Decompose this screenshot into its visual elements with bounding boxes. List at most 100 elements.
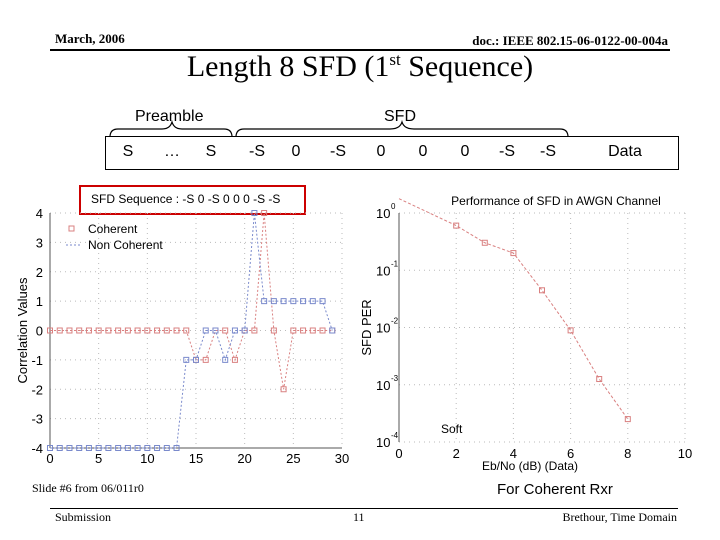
sequence-symbol: S <box>122 143 134 160</box>
chart1-title: SFD Sequence : -S 0 -S 0 0 0 -S -S <box>91 192 281 206</box>
header-rule <box>50 49 670 51</box>
data-point <box>280 386 287 393</box>
y-tick-exponent: -3 <box>391 374 399 383</box>
x-tick-label: 25 <box>286 451 300 466</box>
data-point <box>85 445 92 451</box>
data-point <box>154 327 161 334</box>
y-tick-exponent: -1 <box>391 259 399 268</box>
data-point <box>280 298 287 305</box>
data-point <box>510 250 517 257</box>
data-point <box>144 445 151 451</box>
sequence-symbol: 0 <box>376 143 386 160</box>
y-axis-label: SFD PER <box>359 299 374 355</box>
sequence-symbol: -S <box>249 143 265 160</box>
data-point <box>76 445 83 451</box>
x-tick-label: 0 <box>46 451 53 466</box>
data-point <box>115 327 122 334</box>
y-tick-base: 10 <box>376 206 390 221</box>
y-tick-exponent: -4 <box>391 431 399 440</box>
data-point <box>163 327 170 334</box>
preamble-brace <box>109 119 233 138</box>
data-point <box>202 356 209 363</box>
data-point <box>596 376 603 383</box>
footer-submission: Submission <box>55 510 112 524</box>
x-tick-label: 8 <box>624 446 631 461</box>
sfd-brace <box>235 119 569 138</box>
sequence-symbol: 0 <box>418 143 428 160</box>
y-tick-label: 3 <box>36 235 43 250</box>
data-point <box>154 445 161 451</box>
data-point <box>56 445 63 451</box>
data-point <box>329 327 336 334</box>
series-line <box>398 198 629 420</box>
data-point <box>309 327 316 334</box>
chart2-title: Performance of SFD in AWGN Channel <box>451 194 661 208</box>
data-point <box>222 356 229 363</box>
y-tick-label: 1 <box>36 294 43 309</box>
data-point <box>251 210 258 216</box>
header-doc-id: doc.: IEEE 802.15-06-0122-00-004a <box>472 33 668 48</box>
x-tick-label: 6 <box>567 446 574 461</box>
data-point <box>66 327 73 334</box>
data-point <box>163 445 170 451</box>
x-tick-label: 10 <box>678 446 692 461</box>
data-point <box>453 222 460 229</box>
data-point <box>290 298 297 305</box>
x-tick-label: 15 <box>189 451 203 466</box>
data-point <box>76 327 83 334</box>
sequence-symbol: -S <box>499 143 515 160</box>
data-point <box>144 327 151 334</box>
coherent-note: For Coherent Rxr <box>497 481 613 498</box>
data-point <box>290 327 297 334</box>
data-point <box>173 327 180 334</box>
data-point <box>202 327 209 334</box>
data-point <box>319 327 326 334</box>
data-point <box>85 327 92 334</box>
y-tick-label: -1 <box>31 353 43 368</box>
data-point <box>300 327 307 334</box>
footer-page-number: 11 <box>353 510 365 524</box>
data-point <box>222 327 229 334</box>
sequence-symbol: -S <box>540 143 556 160</box>
x-tick-label: 0 <box>395 446 402 461</box>
y-tick-label: -2 <box>31 382 43 397</box>
data-point <box>212 327 219 334</box>
header-date: March, 2006 <box>55 31 125 46</box>
data-point <box>567 327 574 334</box>
data-point <box>193 356 199 363</box>
data-point <box>624 416 631 423</box>
y-tick-label: 0 <box>36 324 43 339</box>
data-point <box>183 327 190 334</box>
x-tick-label: 2 <box>453 446 460 461</box>
slide-title: Length 8 SFD (1st Sequence) <box>186 50 534 83</box>
data-point <box>319 298 326 305</box>
footer-rule <box>50 508 678 509</box>
sfd-label: SFD <box>384 108 416 125</box>
legend-label: Coherent <box>88 222 138 236</box>
y-tick-label: 2 <box>36 265 43 280</box>
y-tick-base: 10 <box>376 263 390 278</box>
sequence-symbol: 0 <box>291 143 301 160</box>
x-axis-label: Eb/No (dB) (Data) <box>482 459 578 473</box>
soft-annotation: Soft <box>441 422 463 436</box>
footer-author: Brethour, Time Domain <box>562 510 677 524</box>
data-point <box>231 327 238 334</box>
data-point <box>66 445 73 451</box>
data-point <box>261 298 268 305</box>
y-tick-label: 4 <box>36 206 43 221</box>
x-tick-label: 30 <box>335 451 349 466</box>
data-point <box>124 445 131 451</box>
y-tick-label: -3 <box>31 412 43 427</box>
data-point <box>47 327 53 334</box>
data-point <box>270 327 277 334</box>
data-point <box>56 327 63 334</box>
data-point <box>309 298 316 305</box>
sequence-symbol: … <box>164 143 180 160</box>
data-point <box>539 287 545 294</box>
legend-label: Non Coherent <box>88 238 163 252</box>
preamble-label: Preamble <box>135 108 204 125</box>
y-axis-label: Correlation Values <box>15 277 30 383</box>
